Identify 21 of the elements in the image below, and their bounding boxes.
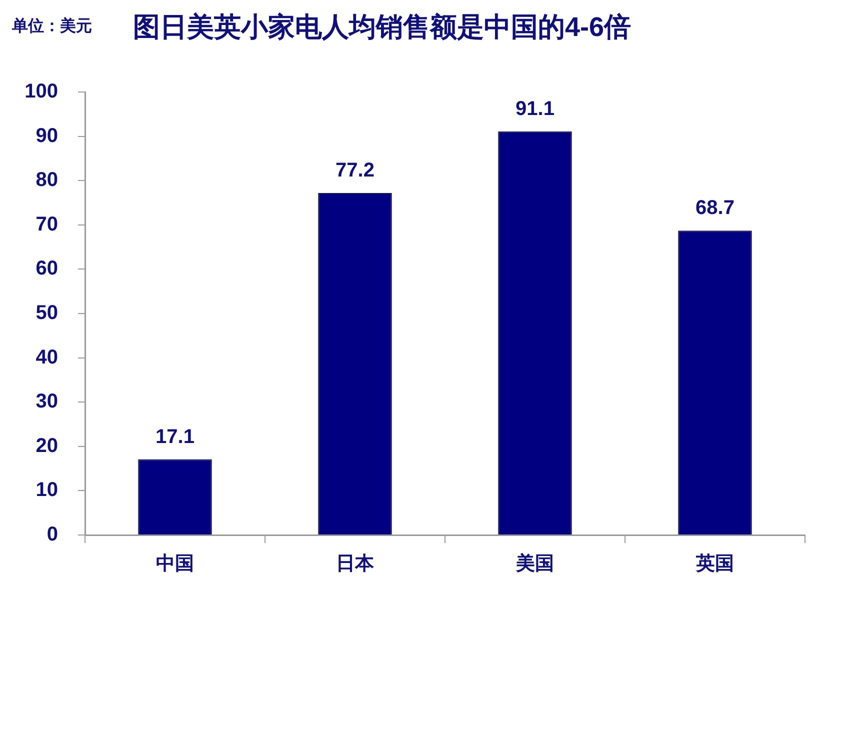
x-tick-label: 英国 xyxy=(695,552,734,575)
data-label: 91.1 xyxy=(516,98,554,120)
y-tick-label: 80 xyxy=(36,169,58,192)
y-tick-label: 10 xyxy=(36,479,58,502)
x-tick-label: 美国 xyxy=(515,552,554,575)
y-tick-label: 30 xyxy=(36,390,58,413)
data-label: 17.1 xyxy=(156,426,194,448)
y-tick-label: 60 xyxy=(36,258,58,280)
data-label: 68.7 xyxy=(696,197,734,220)
x-tick-label: 日本 xyxy=(336,552,375,575)
y-tick-label: 70 xyxy=(36,213,58,236)
y-tick-label: 20 xyxy=(36,434,58,457)
y-tick-label: 40 xyxy=(36,346,58,368)
y-tick-label: 100 xyxy=(24,80,58,103)
data-label: 77.2 xyxy=(336,160,374,182)
y-axis-title: 单位：美元 xyxy=(12,16,92,37)
y-tick-label: 90 xyxy=(36,124,58,147)
y-tick-label: 50 xyxy=(36,302,58,324)
x-tick-label: 中国 xyxy=(156,552,194,575)
chart-title: 图日美英小家电人均销售额是中国的4-6倍 xyxy=(133,11,632,44)
y-tick-label: 0 xyxy=(46,524,58,546)
